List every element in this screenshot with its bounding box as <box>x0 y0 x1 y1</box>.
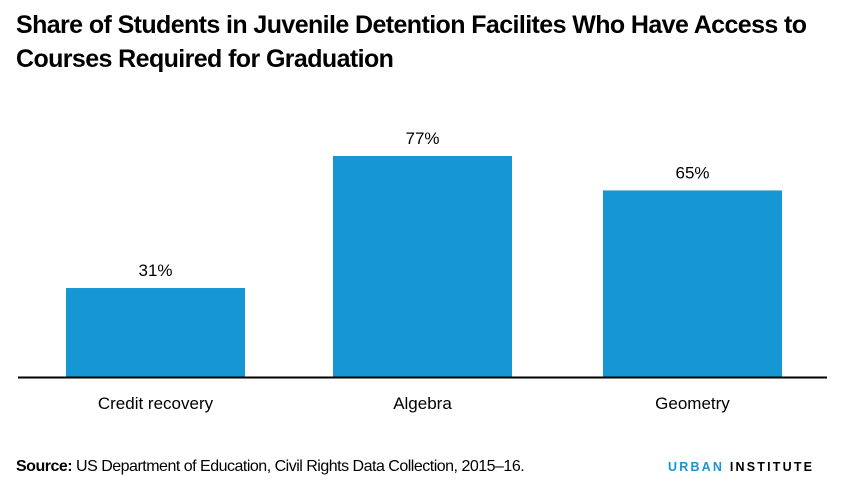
source-text: US Department of Education, Civil Rights… <box>76 458 525 475</box>
value-label: 31% <box>138 261 172 280</box>
bar-credit-recovery <box>66 288 245 377</box>
logo-urban: URBAN <box>668 460 725 474</box>
category-label: Geometry <box>655 394 730 413</box>
bar-geometry <box>603 190 782 377</box>
value-label: 65% <box>675 163 709 182</box>
category-label: Algebra <box>393 394 452 413</box>
category-label: Credit recovery <box>98 394 214 413</box>
urban-institute-logo: URBAN INSTITUTE <box>668 460 814 474</box>
chart-title: Share of Students in Juvenile Detention … <box>16 11 807 73</box>
source-label: Source: <box>16 458 73 475</box>
bar-algebra <box>333 156 512 377</box>
value-label: 77% <box>405 129 439 148</box>
source-note: Source: US Department of Education, Civi… <box>16 458 525 476</box>
logo-institute: INSTITUTE <box>729 460 815 474</box>
